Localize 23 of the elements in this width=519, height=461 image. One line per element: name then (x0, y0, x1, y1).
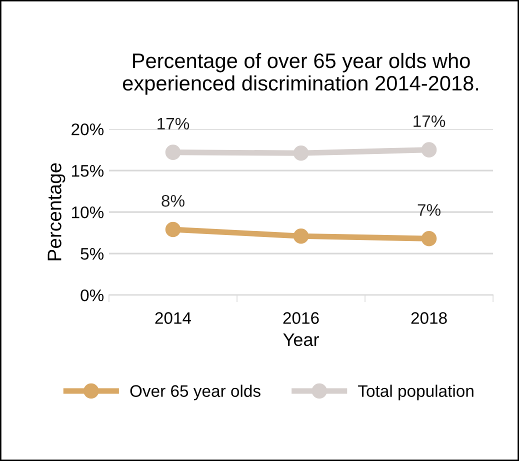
point (293, 146, 309, 161)
legend-label: Total population (358, 384, 474, 400)
point (421, 142, 437, 158)
legend-label: Over 65 year olds (130, 384, 260, 400)
data-label: 8% (162, 194, 184, 207)
y-tick-label: 20% (72, 123, 104, 136)
data-label: 17% (414, 115, 446, 128)
chart-title: Percentage of over 65 year olds who experienced discrimination 2014-2018. (122, 52, 478, 95)
x-tick-label: 2014 (155, 312, 192, 324)
y-tick-label: 10% (72, 206, 104, 218)
y-tick-label: 5% (80, 248, 104, 260)
y-axis-title: Percentage (48, 163, 66, 260)
point (421, 230, 437, 246)
x-axis-title: Year (283, 333, 319, 346)
y-tick-label: 15% (72, 165, 104, 177)
point (165, 144, 181, 160)
point (293, 228, 309, 244)
x-tick-label: 2018 (411, 312, 447, 324)
x-tick-label: 2016 (283, 312, 319, 324)
y-tick-label: 0% (80, 289, 104, 302)
data-label: 17% (158, 118, 190, 130)
data-label: 7% (418, 204, 440, 216)
point (165, 222, 181, 238)
